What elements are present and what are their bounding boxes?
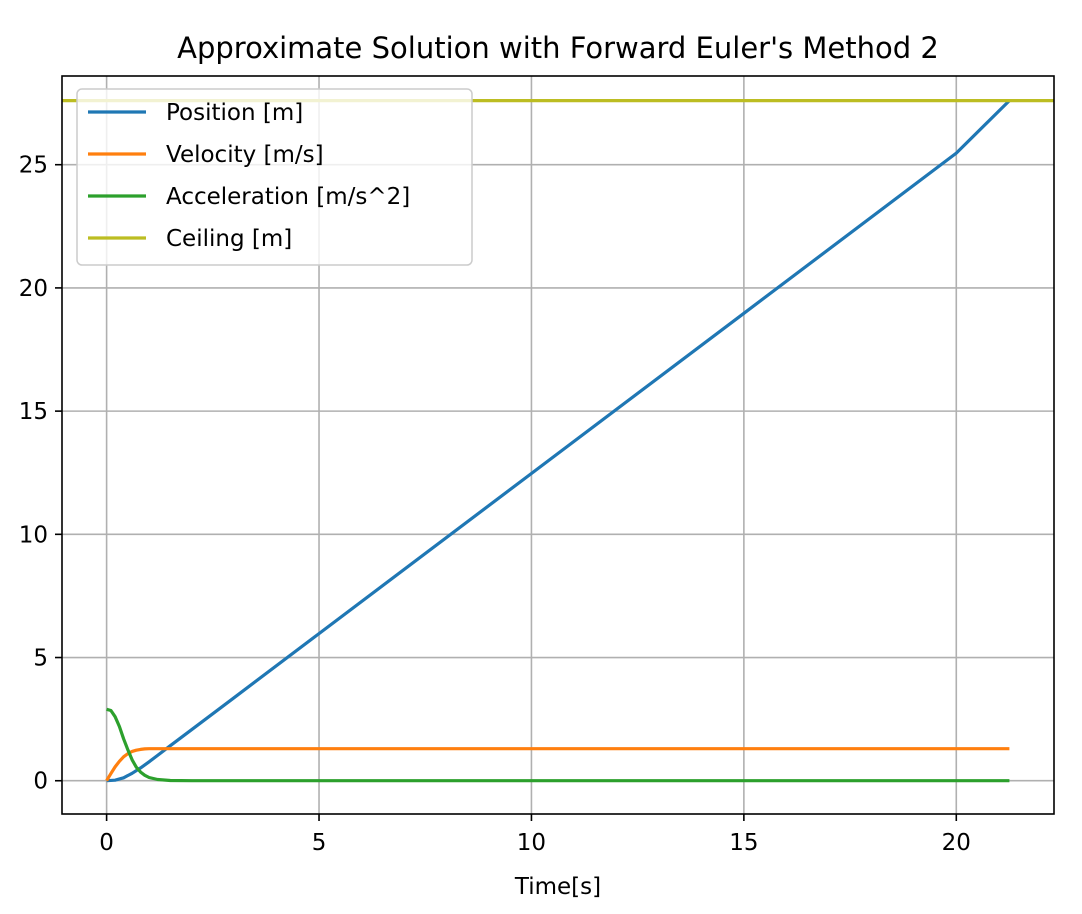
- y-tick-label: 10: [19, 522, 48, 548]
- x-axis-label: Time[s]: [514, 874, 601, 900]
- y-tick-label: 5: [33, 646, 48, 672]
- x-tick-label: 15: [729, 830, 758, 856]
- legend-label: Ceiling [m]: [166, 226, 292, 252]
- legend-label: Acceleration [m/s^2]: [166, 184, 410, 210]
- x-tick-label: 10: [517, 830, 546, 856]
- series-line-3: [106, 707, 1010, 783]
- legend-label: Velocity [m/s]: [166, 142, 324, 168]
- legend: Position [m] Velocity [m/s] Acceleration […: [76, 88, 473, 266]
- x-ticks: 0 5 10 15 20: [99, 814, 971, 856]
- y-tick-label: 0: [33, 769, 48, 795]
- y-ticks: 0 5 10 15 20 25: [19, 153, 62, 795]
- series-line-1: [106, 99, 1011, 783]
- chart-title: Approximate Solution with Forward Euler'…: [177, 31, 939, 65]
- x-tick-label: 20: [942, 830, 971, 856]
- legend-box: [76, 88, 473, 266]
- x-tick-label: 0: [99, 830, 114, 856]
- series-line-2: [105, 747, 1010, 782]
- x-tick-label: 5: [312, 830, 327, 856]
- y-tick-label: 20: [19, 276, 48, 302]
- y-tick-label: 15: [19, 399, 48, 425]
- plot-frame: [61, 75, 1055, 815]
- legend-label: Position [m]: [166, 100, 303, 126]
- series-layer: [62, 98, 1054, 783]
- grid: [62, 76, 1054, 814]
- y-tick-label: 25: [19, 153, 48, 179]
